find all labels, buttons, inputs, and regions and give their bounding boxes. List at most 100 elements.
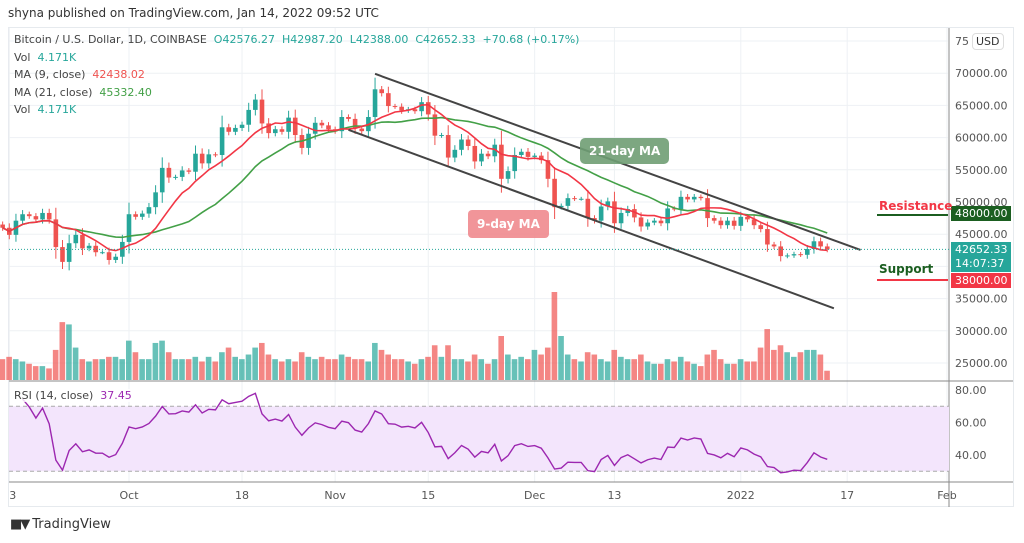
candle-body	[578, 198, 584, 200]
candle-body	[286, 117, 291, 132]
candle-body	[153, 192, 158, 208]
candle-body	[612, 201, 617, 224]
price-tick-label: 65000.00	[955, 99, 1008, 112]
candle-body	[645, 222, 650, 227]
candle-body	[439, 135, 444, 137]
candle-body	[791, 254, 797, 256]
candle-body	[632, 209, 637, 218]
candle-body	[53, 219, 59, 248]
volume-bar	[132, 352, 139, 380]
rsi-line	[22, 392, 828, 474]
volume-bar	[398, 359, 405, 380]
candle-body	[346, 116, 351, 119]
ma21-legend: MA (21, close) 45332.40	[14, 86, 152, 99]
volume-bar	[305, 356, 312, 380]
candle-body	[126, 214, 132, 242]
footer-logo[interactable]: ■▼ TradingView	[10, 517, 111, 532]
volume-bar	[385, 354, 391, 380]
volume-bar	[392, 359, 398, 380]
chart-frame[interactable]	[8, 27, 1014, 507]
volume-bar	[411, 363, 418, 380]
candle-body	[445, 135, 451, 158]
candle-body	[273, 129, 278, 134]
candle-body	[0, 224, 5, 228]
candle-body	[219, 127, 225, 155]
candle-body	[738, 216, 744, 226]
volume-bar	[46, 368, 52, 380]
volume-bar	[731, 363, 737, 380]
candle-body	[512, 154, 517, 172]
candle-body	[811, 241, 817, 250]
candle-body	[725, 220, 730, 226]
volume-bar	[52, 349, 59, 380]
volume-bar	[578, 361, 584, 380]
volume-bar	[544, 347, 551, 380]
candle-body	[785, 255, 790, 257]
volume-bar	[531, 349, 538, 380]
volume-bar	[551, 292, 558, 380]
time-tick-label: Feb	[937, 489, 956, 502]
candle-body	[718, 220, 724, 226]
candle-body	[113, 256, 118, 260]
candle-body	[279, 129, 285, 132]
candle-body	[519, 151, 524, 155]
candle-body	[758, 225, 764, 230]
candle-body	[352, 118, 358, 129]
volume-bar	[604, 361, 611, 380]
ohlc-high: H42987.20	[281, 33, 343, 46]
symbol-legend: Bitcoin / U.S. Dollar, 1D, COINBASE O425…	[14, 33, 579, 46]
candle-body	[146, 207, 152, 214]
candle-body	[585, 198, 591, 219]
volume-bar	[205, 356, 212, 380]
volume-bar	[119, 359, 125, 380]
candle-body	[33, 216, 39, 220]
volume-bar	[12, 359, 19, 380]
volume-bar	[791, 356, 797, 380]
candle-body	[459, 139, 464, 150]
volume-bar	[485, 363, 491, 380]
volume-bar	[405, 361, 411, 380]
volume-bar	[677, 356, 684, 380]
channel-lower-line[interactable]	[348, 128, 835, 310]
candle-body	[319, 122, 325, 126]
volume-bar	[804, 349, 810, 380]
candle-body	[179, 170, 185, 177]
candle-body	[672, 208, 677, 210]
price-tick-label: 25000.00	[955, 357, 1008, 370]
volume-bar	[0, 359, 6, 380]
candle-body	[419, 102, 424, 112]
volume-bar	[332, 359, 338, 380]
candle-body	[771, 244, 777, 247]
candle-body	[359, 128, 365, 132]
candle-body	[239, 124, 245, 128]
volume-bar	[631, 359, 637, 380]
volume-bar	[92, 359, 99, 380]
currency-button[interactable]: USD	[972, 33, 1004, 50]
candle-body	[618, 212, 624, 224]
candle-body	[66, 243, 72, 262]
candle-body	[532, 155, 537, 157]
rsi-tick-label: 60.00	[955, 417, 987, 430]
volume-bar	[318, 356, 325, 380]
candle-body	[572, 198, 577, 200]
support-price-tag: 38000.00	[951, 273, 1011, 288]
time-tick-label: Oct	[119, 489, 139, 502]
vol-legend: Vol 4.171K	[14, 51, 77, 64]
published-caption: shyna published on TradingView.com, Jan …	[8, 6, 379, 20]
volume-bar	[338, 354, 345, 380]
volume-bar	[571, 359, 578, 380]
volume-bar	[611, 349, 618, 380]
volume-bar	[86, 361, 92, 380]
candle-body	[545, 160, 551, 179]
time-tick-label: 3	[9, 489, 16, 502]
volume-bar	[598, 359, 604, 380]
candle-body	[372, 89, 378, 117]
candle-body	[133, 214, 138, 217]
volume-bar	[285, 359, 292, 380]
volume-bar	[744, 361, 751, 380]
candle-body	[140, 213, 145, 217]
volume-bar	[145, 359, 152, 380]
candle-body	[658, 220, 664, 224]
volume-bar	[697, 366, 704, 380]
